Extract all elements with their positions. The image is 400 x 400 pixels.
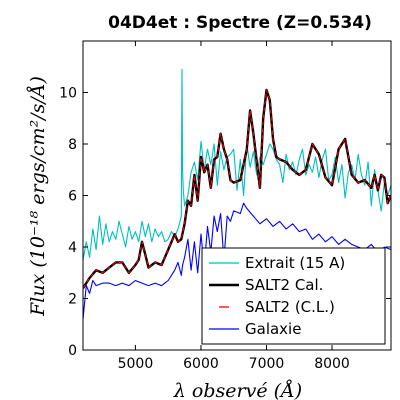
series-line-1 [83,68,391,260]
y-tick-label: 4 [68,240,77,256]
x-tick-label: 5000 [118,356,154,372]
y-axis: 0 2 4 6 8 10 [59,86,391,359]
legend-label: SALT2 (C.L.) [245,298,335,316]
x-axis: 5000 6000 7000 8000 [118,41,350,372]
x-tick-label: 8000 [314,356,350,372]
y-tick-label: 8 [68,137,77,153]
y-tick-label: 6 [68,189,77,205]
series-line-4 [83,202,391,320]
x-tick-label: 6000 [183,356,219,372]
series-line-3 [83,89,391,289]
y-tick-label: 0 [68,343,77,359]
legend-box [201,247,386,345]
legend-label: Galaxie [245,320,301,338]
x-axis-label: λ observé (Å) [173,380,302,400]
y-tick-label: 2 [68,292,77,308]
legend: Extrait (15 A) SALT2 Cal. SALT2 (C.L.) Gala… [201,247,386,345]
x-tick-label: 7000 [249,356,285,372]
y-tick-label: 10 [59,86,77,102]
legend-label: SALT2 Cal. [245,276,323,294]
y-axis-label: Flux (10⁻¹⁸ ergs/cm²/s/Å) [27,76,49,317]
chart-title: 04D4et : Spectre (Z=0.534) [108,13,372,33]
legend-label: Extrait (15 A) [245,254,345,272]
